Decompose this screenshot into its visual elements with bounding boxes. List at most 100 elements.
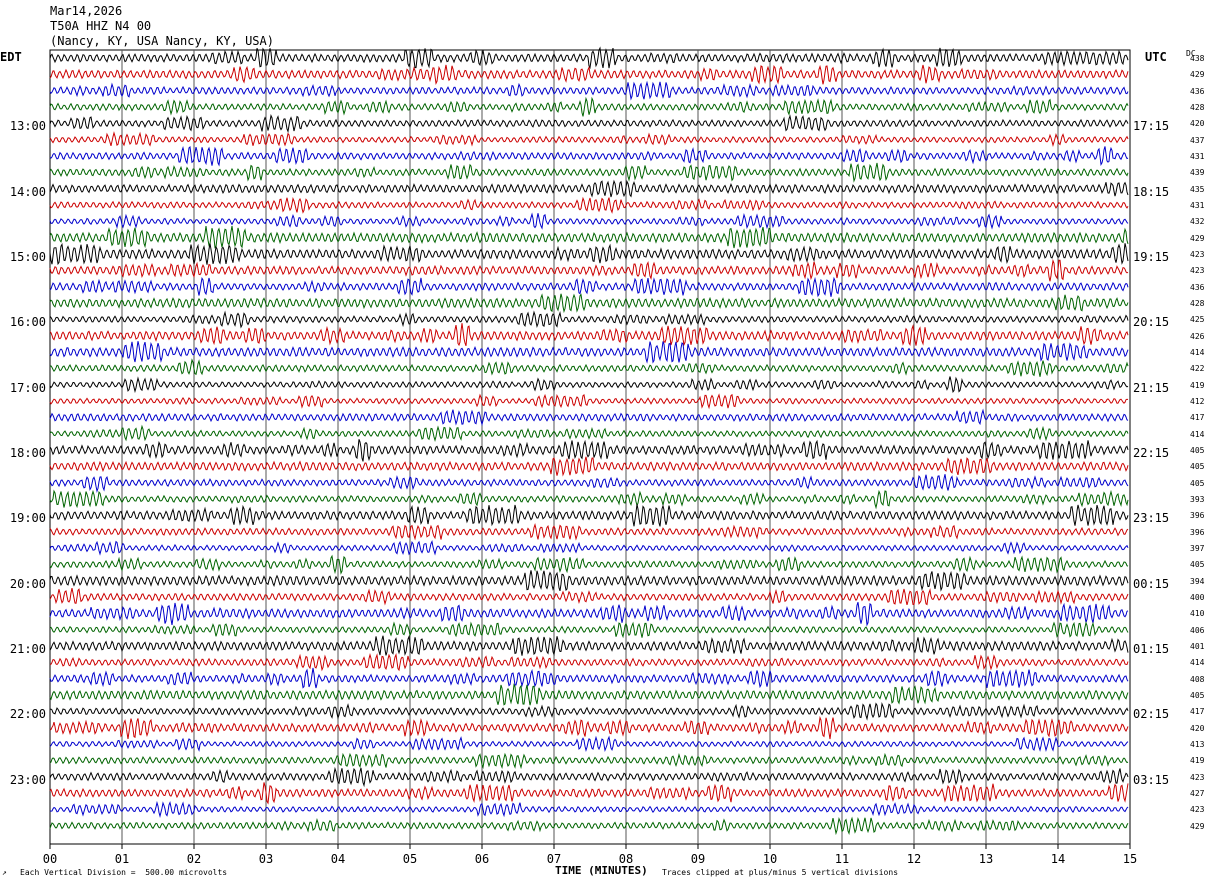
dc-offset-value: 414 xyxy=(1190,348,1205,357)
utc-label: UTC xyxy=(1145,50,1167,64)
dc-offset-value: 414 xyxy=(1190,429,1205,439)
trace-row xyxy=(49,212,1129,230)
trace-row xyxy=(49,439,1129,462)
dc-offset-value: 425 xyxy=(1190,315,1205,325)
dc-offset-value: 432 xyxy=(1190,217,1205,227)
trace-row xyxy=(49,293,1129,314)
trace-row xyxy=(49,323,1129,347)
right-hour-label: 20:15 xyxy=(1133,315,1170,330)
dc-offset-value: 438 xyxy=(1190,54,1205,63)
x-tick-label: 10 xyxy=(762,852,778,866)
trace-row xyxy=(49,570,1129,592)
dc-offset-value: 405 xyxy=(1190,560,1205,570)
x-tick-label: 04 xyxy=(330,852,346,866)
right-hour-label: 00:15 xyxy=(1133,576,1170,591)
dc-offset-value: 431 xyxy=(1190,152,1205,161)
dc-offset-value: 427 xyxy=(1190,789,1205,798)
left-hour-label: 23:00 xyxy=(9,772,46,787)
dc-offset-value: 429 xyxy=(1190,233,1205,243)
dc-offset-value: 419 xyxy=(1190,756,1205,766)
right-hour-label: 17:15 xyxy=(1133,119,1170,134)
x-tick-label: 14 xyxy=(1050,852,1066,866)
dc-offset-value: 408 xyxy=(1190,674,1205,684)
trace-row xyxy=(49,523,1129,541)
trace-row xyxy=(49,816,1129,836)
trace-row xyxy=(49,702,1129,721)
dc-label: DC xyxy=(1186,49,1196,58)
trace-row xyxy=(49,276,1129,298)
trace-row xyxy=(49,196,1129,214)
x-tick-label: 00 xyxy=(42,852,58,866)
x-tick-label: 05 xyxy=(402,852,418,866)
right-hour-label: 01:15 xyxy=(1133,642,1170,656)
trace-row xyxy=(49,766,1129,788)
trace-row xyxy=(49,64,1129,85)
trace-row xyxy=(49,131,1129,148)
right-hour-label: 03:15 xyxy=(1133,772,1170,787)
x-tick-label: 13 xyxy=(978,852,994,866)
trace-row xyxy=(49,242,1129,266)
trace-row xyxy=(49,341,1129,364)
dc-offset-value: 396 xyxy=(1190,527,1205,537)
dc-offset-value: 429 xyxy=(1190,821,1205,831)
dc-offset-value: 405 xyxy=(1190,478,1205,488)
x-tick-label: 09 xyxy=(690,852,706,866)
dc-offset-value: 396 xyxy=(1190,511,1205,521)
trace-row xyxy=(49,504,1129,527)
dc-offset-value: 405 xyxy=(1190,446,1205,455)
left-hour-label: 13:00 xyxy=(9,119,46,134)
trace-row xyxy=(49,424,1129,443)
trace-row xyxy=(49,554,1129,575)
dc-offset-value: 410 xyxy=(1190,609,1205,619)
x-axis-title: TIME (MINUTES) xyxy=(555,864,648,877)
dc-offset-value: 412 xyxy=(1190,397,1205,406)
trace-row xyxy=(49,602,1129,627)
dc-offset-value: 422 xyxy=(1190,364,1205,374)
dc-offset-value: 406 xyxy=(1190,625,1205,635)
trace-row xyxy=(49,310,1129,329)
x-tick-label: 12 xyxy=(906,852,922,866)
dc-offset-value: 436 xyxy=(1190,86,1205,96)
trace-row xyxy=(49,113,1129,134)
left-hour-label: 19:00 xyxy=(9,511,46,526)
scale-icon: ↗ xyxy=(2,868,7,877)
right-hour-label: 19:15 xyxy=(1133,250,1170,264)
dc-offset-value: 393 xyxy=(1190,495,1205,504)
dc-offset-value: 423 xyxy=(1190,266,1205,276)
dc-offset-value: 420 xyxy=(1190,723,1205,733)
trace-row xyxy=(49,474,1129,493)
dc-offset-value: 397 xyxy=(1190,544,1205,553)
left-hour-label: 17:00 xyxy=(9,380,46,395)
right-hour-label: 22:15 xyxy=(1133,446,1170,460)
left-hour-label: 18:00 xyxy=(9,446,46,460)
x-tick-label: 11 xyxy=(834,852,850,866)
trace-row xyxy=(49,408,1129,427)
right-hour-label: 18:15 xyxy=(1133,184,1170,199)
right-hour-label: 21:15 xyxy=(1133,380,1170,395)
left-hour-label: 14:00 xyxy=(9,184,46,199)
dc-offset-value: 423 xyxy=(1190,250,1205,259)
dc-offset-value: 426 xyxy=(1190,331,1205,341)
dc-offset-value: 414 xyxy=(1190,658,1205,668)
trace-row xyxy=(49,46,1129,70)
left-hour-label: 16:00 xyxy=(9,315,46,330)
trace-row xyxy=(49,393,1129,410)
dc-offset-value: 436 xyxy=(1190,282,1205,292)
trace-row xyxy=(49,667,1129,689)
trace-row xyxy=(49,653,1129,672)
trace-row xyxy=(49,96,1129,117)
dc-offset-value: 423 xyxy=(1190,772,1205,782)
dc-offset-value: 428 xyxy=(1190,299,1205,308)
plot-frame xyxy=(49,49,1131,845)
x-tick-label: 01 xyxy=(114,852,130,866)
trace-row xyxy=(49,162,1129,183)
dc-offset-value: 401 xyxy=(1190,642,1205,651)
trace-row xyxy=(49,540,1129,556)
dc-offset-value: 419 xyxy=(1190,380,1205,390)
trace-row xyxy=(49,258,1129,282)
dc-offset-value: 435 xyxy=(1190,184,1205,194)
trace-row xyxy=(49,752,1129,770)
trace-row xyxy=(49,715,1129,740)
dc-offset-value: 394 xyxy=(1190,576,1205,586)
